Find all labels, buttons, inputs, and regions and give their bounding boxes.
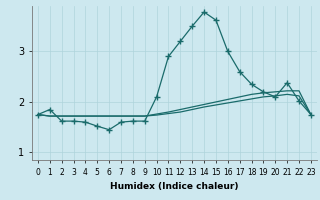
X-axis label: Humidex (Indice chaleur): Humidex (Indice chaleur) — [110, 182, 239, 191]
